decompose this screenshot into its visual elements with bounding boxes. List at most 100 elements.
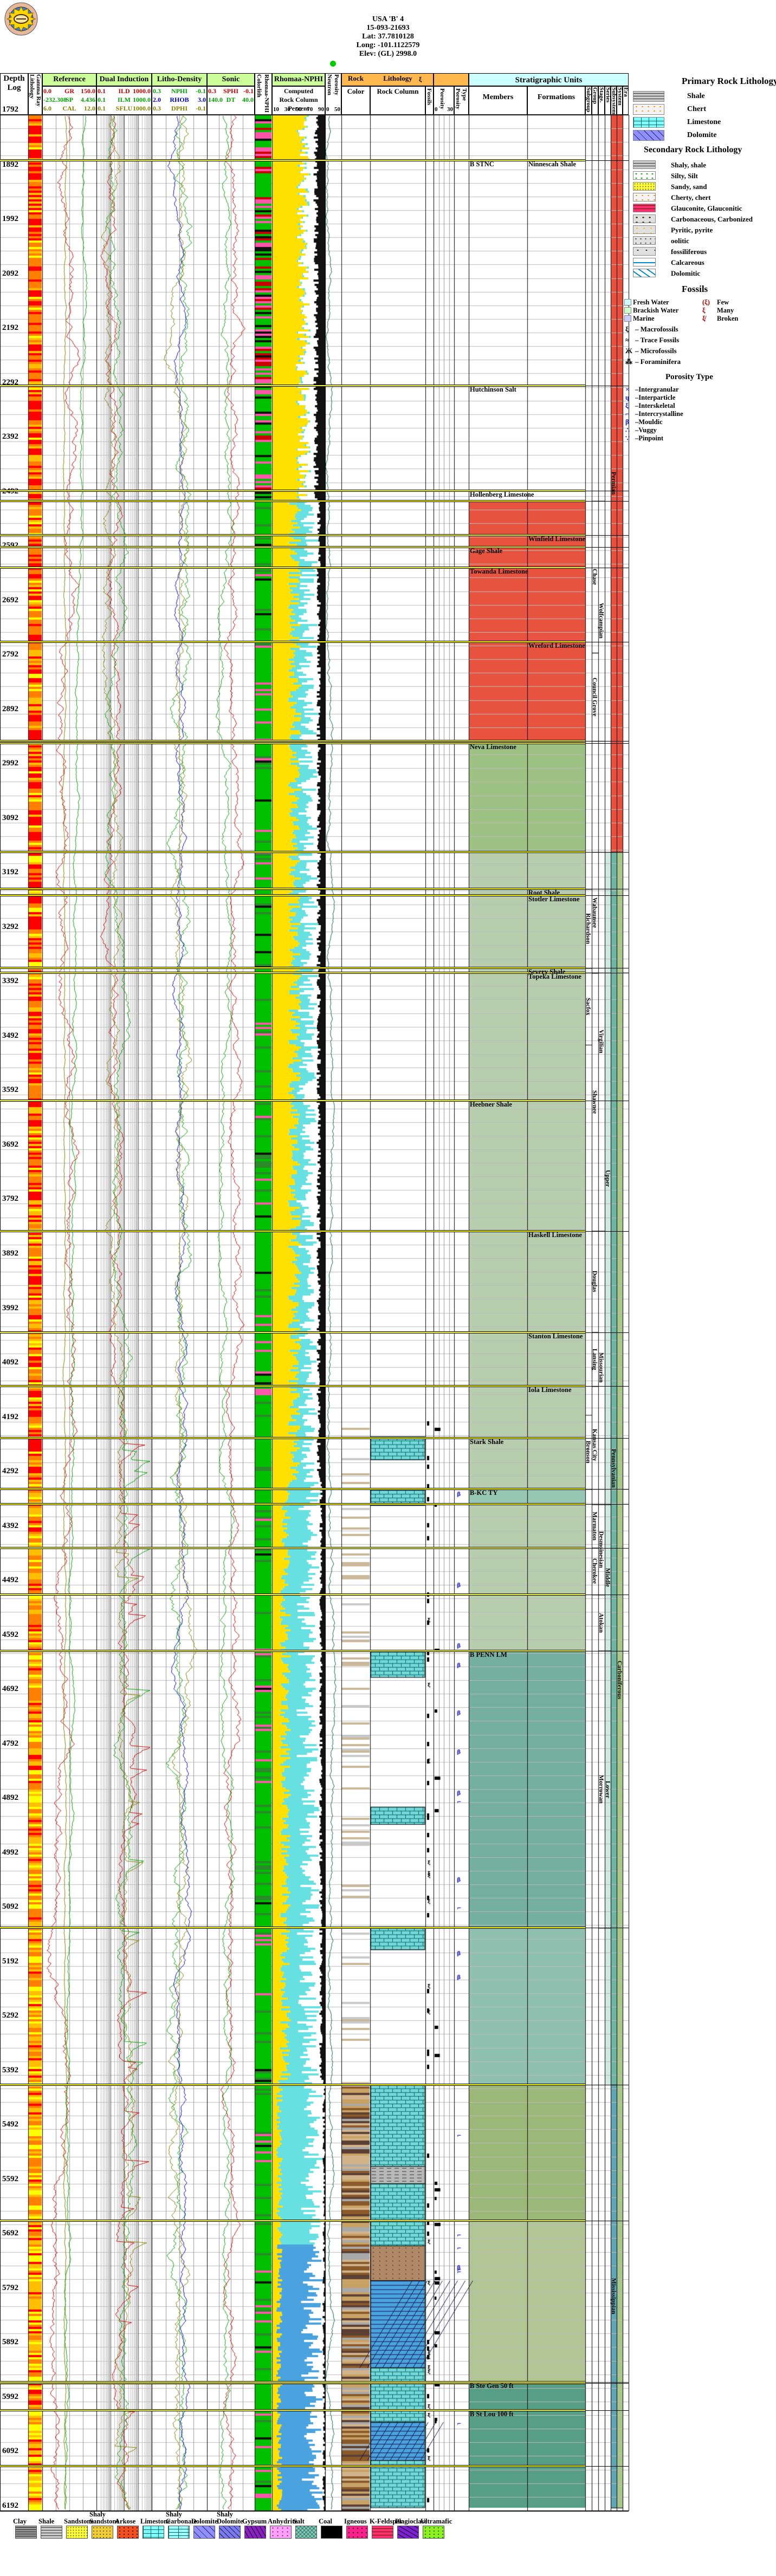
fossil-type-glyph: ⁂ xyxy=(625,357,632,366)
bottom-legend-label: Plagioclase xyxy=(395,2518,428,2525)
secondary-label: Dolomitic xyxy=(671,269,701,277)
formation-top-line xyxy=(0,1331,585,1333)
fossil-abundance-label: Few xyxy=(717,298,729,306)
formation-top-line-ext xyxy=(585,2466,629,2467)
reference-CAL-name: CAL xyxy=(62,105,76,112)
density-header: Litho-Density xyxy=(152,73,207,86)
depth-label: 4492 xyxy=(2,1576,18,1585)
induction-ILM-min: 0.1 xyxy=(98,96,106,103)
formation-top-line xyxy=(0,888,585,890)
secondary-label: oolitic xyxy=(671,237,689,245)
reference-CAL-min: 6.0 xyxy=(43,105,51,112)
secondary-label: Carbonaceous, Carbonized xyxy=(671,215,753,223)
system-label: Carboniferous xyxy=(616,1660,623,1700)
depth-label: 2092 xyxy=(2,269,18,278)
member-top-label: B-KC TY xyxy=(470,1489,498,1497)
fossil-water-label: Brackish Water xyxy=(633,307,679,314)
bottom-legend-swatch-ult xyxy=(423,2526,444,2539)
bottom-legend-swatch-clay xyxy=(15,2526,37,2539)
subsystem-label: Pennsylvanian xyxy=(610,1449,617,1488)
depth-header-cell xyxy=(0,73,28,115)
porosity-type-item-label: –Vuggy xyxy=(635,426,657,434)
formation-top-label: Winfield Limestone xyxy=(528,535,585,543)
bottom-legend-swatch-ls xyxy=(143,2526,164,2539)
sonic-DT-name: DT xyxy=(226,96,236,103)
gamma-col-label-2: Gamma Ray xyxy=(35,74,42,107)
secondary-label: Shaly, shale xyxy=(671,161,707,169)
induction-SFLU-min: 0.1 xyxy=(98,105,106,112)
reference-SP-name: SP xyxy=(65,96,73,103)
formation-top-label: Severy Shale xyxy=(528,968,566,976)
fossil-abundance-glyph: ξ xyxy=(702,307,706,314)
formation-top-line xyxy=(0,1385,585,1388)
formation-top-line-ext xyxy=(585,1386,629,1387)
formation-top-label: Iola Limestone xyxy=(528,1386,572,1394)
secondary-swatch-fos xyxy=(633,247,656,256)
colorlith-header-cell xyxy=(255,73,272,115)
formation-top-line xyxy=(0,742,585,745)
secondary-swatch-kfs xyxy=(633,204,656,212)
primary-label: Dolomite xyxy=(687,131,717,139)
primary-swatch-chert xyxy=(633,104,664,115)
secondary-lithology-title: Secondary Rock Lithology xyxy=(644,145,742,154)
bottom-legend-label: Dolomite xyxy=(191,2518,218,2525)
strat-col-system xyxy=(617,86,623,115)
neutron-header-cell xyxy=(325,73,341,115)
well-title-line: Long: -101.1122579 xyxy=(356,41,420,49)
reference-GR-min: 0.0 xyxy=(43,87,51,95)
induction-ILD-name: ILD xyxy=(118,87,130,95)
rhomaa-tick-70: 70 xyxy=(307,106,313,113)
porosity-type-glyph: ⌐ xyxy=(625,410,630,418)
bottom-legend-label: Gypsum xyxy=(242,2518,267,2525)
depth-label: 3492 xyxy=(2,1031,18,1040)
depth-label: 3592 xyxy=(2,1085,18,1095)
bottom-legend-swatch-gyp xyxy=(244,2526,266,2539)
strat-col-subsystem xyxy=(611,86,617,115)
group-label: Council Grove xyxy=(591,677,598,717)
porosity-type-item-label: –Mouldic xyxy=(635,418,663,426)
porosity-tick-30: 30 xyxy=(447,106,453,113)
reference-GR-name: GR xyxy=(64,87,74,95)
formation-top-line-ext xyxy=(585,1332,629,1333)
density-NPHI-min: 0.3 xyxy=(153,87,161,95)
formation-top-line xyxy=(0,641,585,643)
porosity-type-item-label: –Interparticle xyxy=(635,394,676,401)
formation-top-label: Stanton Limestone xyxy=(528,1332,583,1340)
lithology-cell xyxy=(370,86,425,115)
density-DPHI-min: 0.3 xyxy=(153,105,161,112)
stage-label: Virgilian xyxy=(598,1030,604,1053)
density-NPHI-name: NPHI xyxy=(171,87,187,95)
formations-header: Formations xyxy=(527,86,585,115)
rhomaa-tick-30: 30 xyxy=(284,106,290,113)
depth-label: 5492 xyxy=(2,2120,18,2129)
strat-col-series xyxy=(605,86,611,115)
well-title-line: Lat: 37.7810128 xyxy=(362,32,414,41)
depth-label: 4092 xyxy=(2,1358,18,1367)
formation-top-line xyxy=(0,489,585,492)
sonic-DT-max: 40.0 xyxy=(242,96,254,103)
colorlith-label-2: Rhomaa-NPHI xyxy=(263,74,270,113)
strat-col-label-7: System xyxy=(617,87,623,106)
depth-label: 2392 xyxy=(2,432,18,441)
depth-first-label: 1792 xyxy=(2,105,18,114)
bottom-legend-swatch-salt xyxy=(295,2526,317,2539)
bottom-legend-swatch-ark xyxy=(117,2526,139,2539)
reference-SP-min: -232.308 xyxy=(43,96,67,103)
formation-top-line xyxy=(0,1927,585,1929)
formation-top-line xyxy=(0,894,585,897)
formation-top-line-ext xyxy=(585,500,629,502)
status-dot-icon xyxy=(330,61,336,67)
depth-label: 5192 xyxy=(2,1956,18,1966)
porosity-label: Porosity xyxy=(439,88,445,109)
bottom-legend-swatch-ign xyxy=(346,2526,368,2539)
primary-swatch-shale xyxy=(633,91,664,102)
member-top-label: Towanda Limestone xyxy=(470,568,528,576)
depth-label: 5792 xyxy=(2,2283,18,2292)
kgs-logo xyxy=(4,2,38,38)
formation-top-line-ext xyxy=(585,743,629,744)
fossil-type-label: – Foraminifera xyxy=(635,357,681,366)
stage-label: Desmoinesian xyxy=(598,1531,604,1568)
member-top-label: B STNC xyxy=(470,160,494,168)
rhomaa-ticks: 10 30 50 70 90 xyxy=(272,106,325,115)
